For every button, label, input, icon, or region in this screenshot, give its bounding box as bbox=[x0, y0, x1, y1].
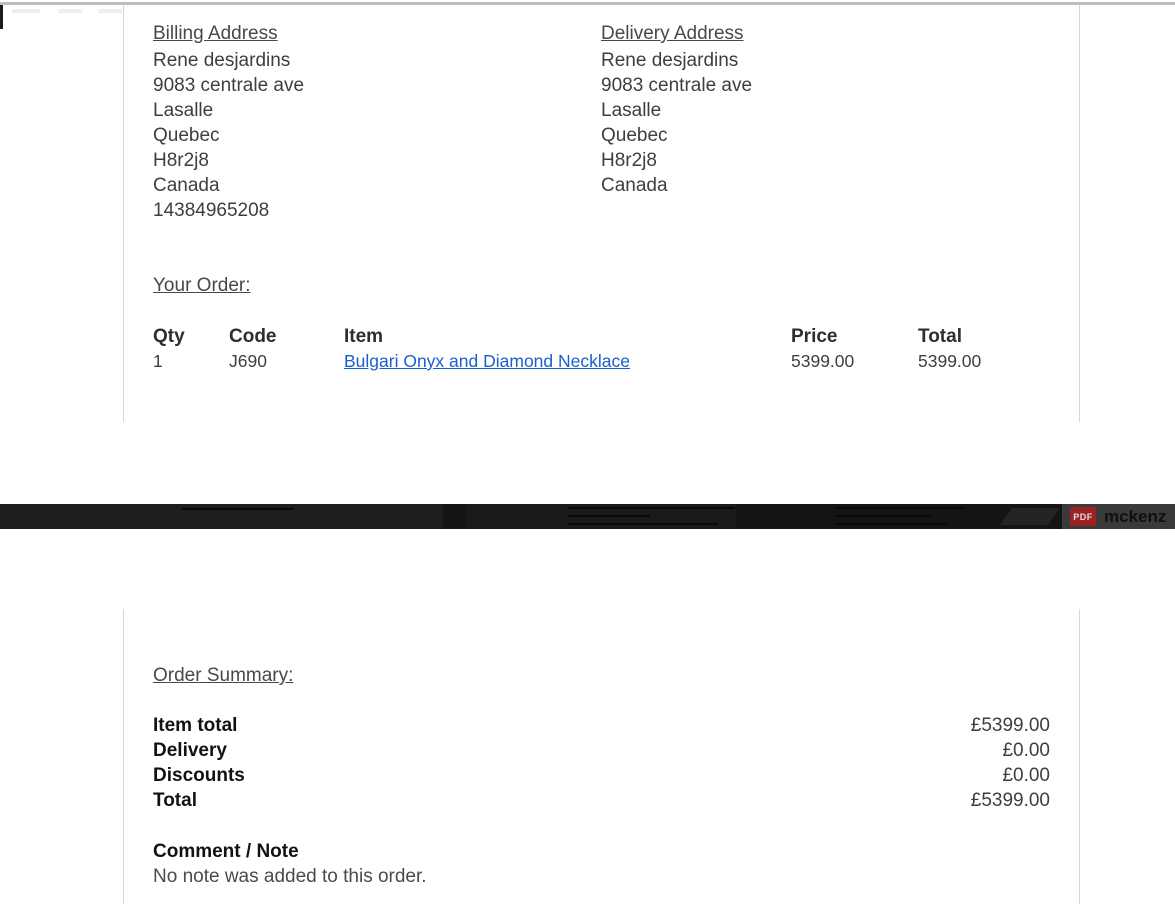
order-table-header: Qty Code Item Price Total bbox=[153, 325, 1050, 348]
summary-row-total: Total £5399.00 bbox=[153, 788, 1050, 813]
pdf-icon: PDF bbox=[1070, 507, 1096, 526]
col-header-price: Price bbox=[791, 326, 838, 347]
billing-postcode: H8r2j8 bbox=[153, 150, 209, 171]
summary-label: Total bbox=[153, 790, 197, 811]
comment-note-heading: Comment / Note bbox=[153, 841, 299, 862]
left-edge-mark bbox=[0, 5, 3, 29]
band-artifact bbox=[835, 523, 947, 525]
summary-row-item-total: Item total £5399.00 bbox=[153, 713, 1050, 738]
order-row-price: 5399.00 bbox=[791, 351, 855, 371]
delivery-city: Lasalle bbox=[601, 100, 662, 121]
summary-value: £0.00 bbox=[1002, 765, 1050, 786]
col-header-total: Total bbox=[918, 326, 962, 347]
band-artifact bbox=[568, 515, 650, 517]
your-order-heading: Your Order: bbox=[153, 275, 251, 296]
delivery-country: Canada bbox=[601, 175, 668, 196]
addresses-section: Billing Address Rene desjardins 9083 cen… bbox=[153, 21, 1069, 223]
delivery-street: 9083 centrale ave bbox=[601, 75, 753, 96]
order-summary-heading: Order Summary: bbox=[153, 665, 294, 686]
delivery-address-block: Delivery Address Rene desjardins 9083 ce… bbox=[601, 21, 752, 223]
billing-address-block: Billing Address Rene desjardins 9083 cen… bbox=[153, 21, 601, 223]
comment-note-text: No note was added to this order. bbox=[153, 866, 427, 887]
band-artifact bbox=[568, 507, 735, 509]
band-artifact bbox=[835, 515, 931, 517]
billing-country: Canada bbox=[153, 175, 220, 196]
order-table: Qty Code Item Price Total 1 J690 Bulgari… bbox=[153, 325, 1050, 372]
billing-address-heading: Billing Address bbox=[153, 23, 278, 44]
col-header-item: Item bbox=[344, 326, 384, 347]
summary-label: Delivery bbox=[153, 740, 227, 761]
summary-label: Discounts bbox=[153, 765, 245, 786]
billing-phone: 14384965208 bbox=[153, 200, 270, 221]
summary-value: £0.00 bbox=[1002, 740, 1050, 761]
comment-note-section: Comment / Note No note was added to this… bbox=[153, 839, 1050, 889]
summary-value: £5399.00 bbox=[970, 715, 1050, 736]
summary-row-delivery: Delivery £0.00 bbox=[153, 738, 1050, 763]
col-header-qty: Qty bbox=[153, 326, 185, 347]
pdf-file-chip[interactable]: PDF mckenz bbox=[1062, 504, 1175, 529]
order-row-total: 5399.00 bbox=[918, 351, 982, 371]
band-artifact bbox=[835, 507, 965, 509]
screenshot-seam-band: PDF mckenz bbox=[0, 504, 1175, 529]
pdf-filename: mckenz bbox=[1104, 506, 1167, 526]
delivery-province: Quebec bbox=[601, 125, 668, 146]
col-header-code: Code bbox=[229, 326, 277, 347]
band-artifact bbox=[182, 508, 294, 510]
order-email-top-panel: Billing Address Rene desjardins 9083 cen… bbox=[123, 5, 1080, 422]
billing-city: Lasalle bbox=[153, 100, 214, 121]
order-table-row: 1 J690 Bulgari Onyx and Diamond Necklace… bbox=[153, 350, 1050, 372]
summary-row-discounts: Discounts £0.00 bbox=[153, 763, 1050, 788]
delivery-postcode: H8r2j8 bbox=[601, 150, 657, 171]
top-divider-line bbox=[0, 2, 1175, 5]
band-artifact bbox=[568, 523, 718, 525]
billing-name: Rene desjardins bbox=[153, 50, 291, 71]
order-email-bottom-panel: Order Summary: Item total £5399.00 Deliv… bbox=[123, 609, 1080, 904]
item-product-link[interactable]: Bulgari Onyx and Diamond Necklace bbox=[344, 351, 630, 371]
billing-street: 9083 centrale ave bbox=[153, 75, 305, 96]
delivery-name: Rene desjardins bbox=[601, 50, 739, 71]
order-row-code: J690 bbox=[229, 351, 267, 371]
summary-label: Item total bbox=[153, 715, 238, 736]
band-cursor-glint bbox=[1000, 508, 1060, 525]
delivery-address-heading: Delivery Address bbox=[601, 23, 744, 44]
top-left-artifacts bbox=[12, 9, 122, 13]
billing-province: Quebec bbox=[153, 125, 220, 146]
order-summary-rows: Item total £5399.00 Delivery £0.00 Disco… bbox=[153, 713, 1050, 813]
order-row-qty: 1 bbox=[153, 351, 163, 371]
summary-value: £5399.00 bbox=[970, 790, 1050, 811]
